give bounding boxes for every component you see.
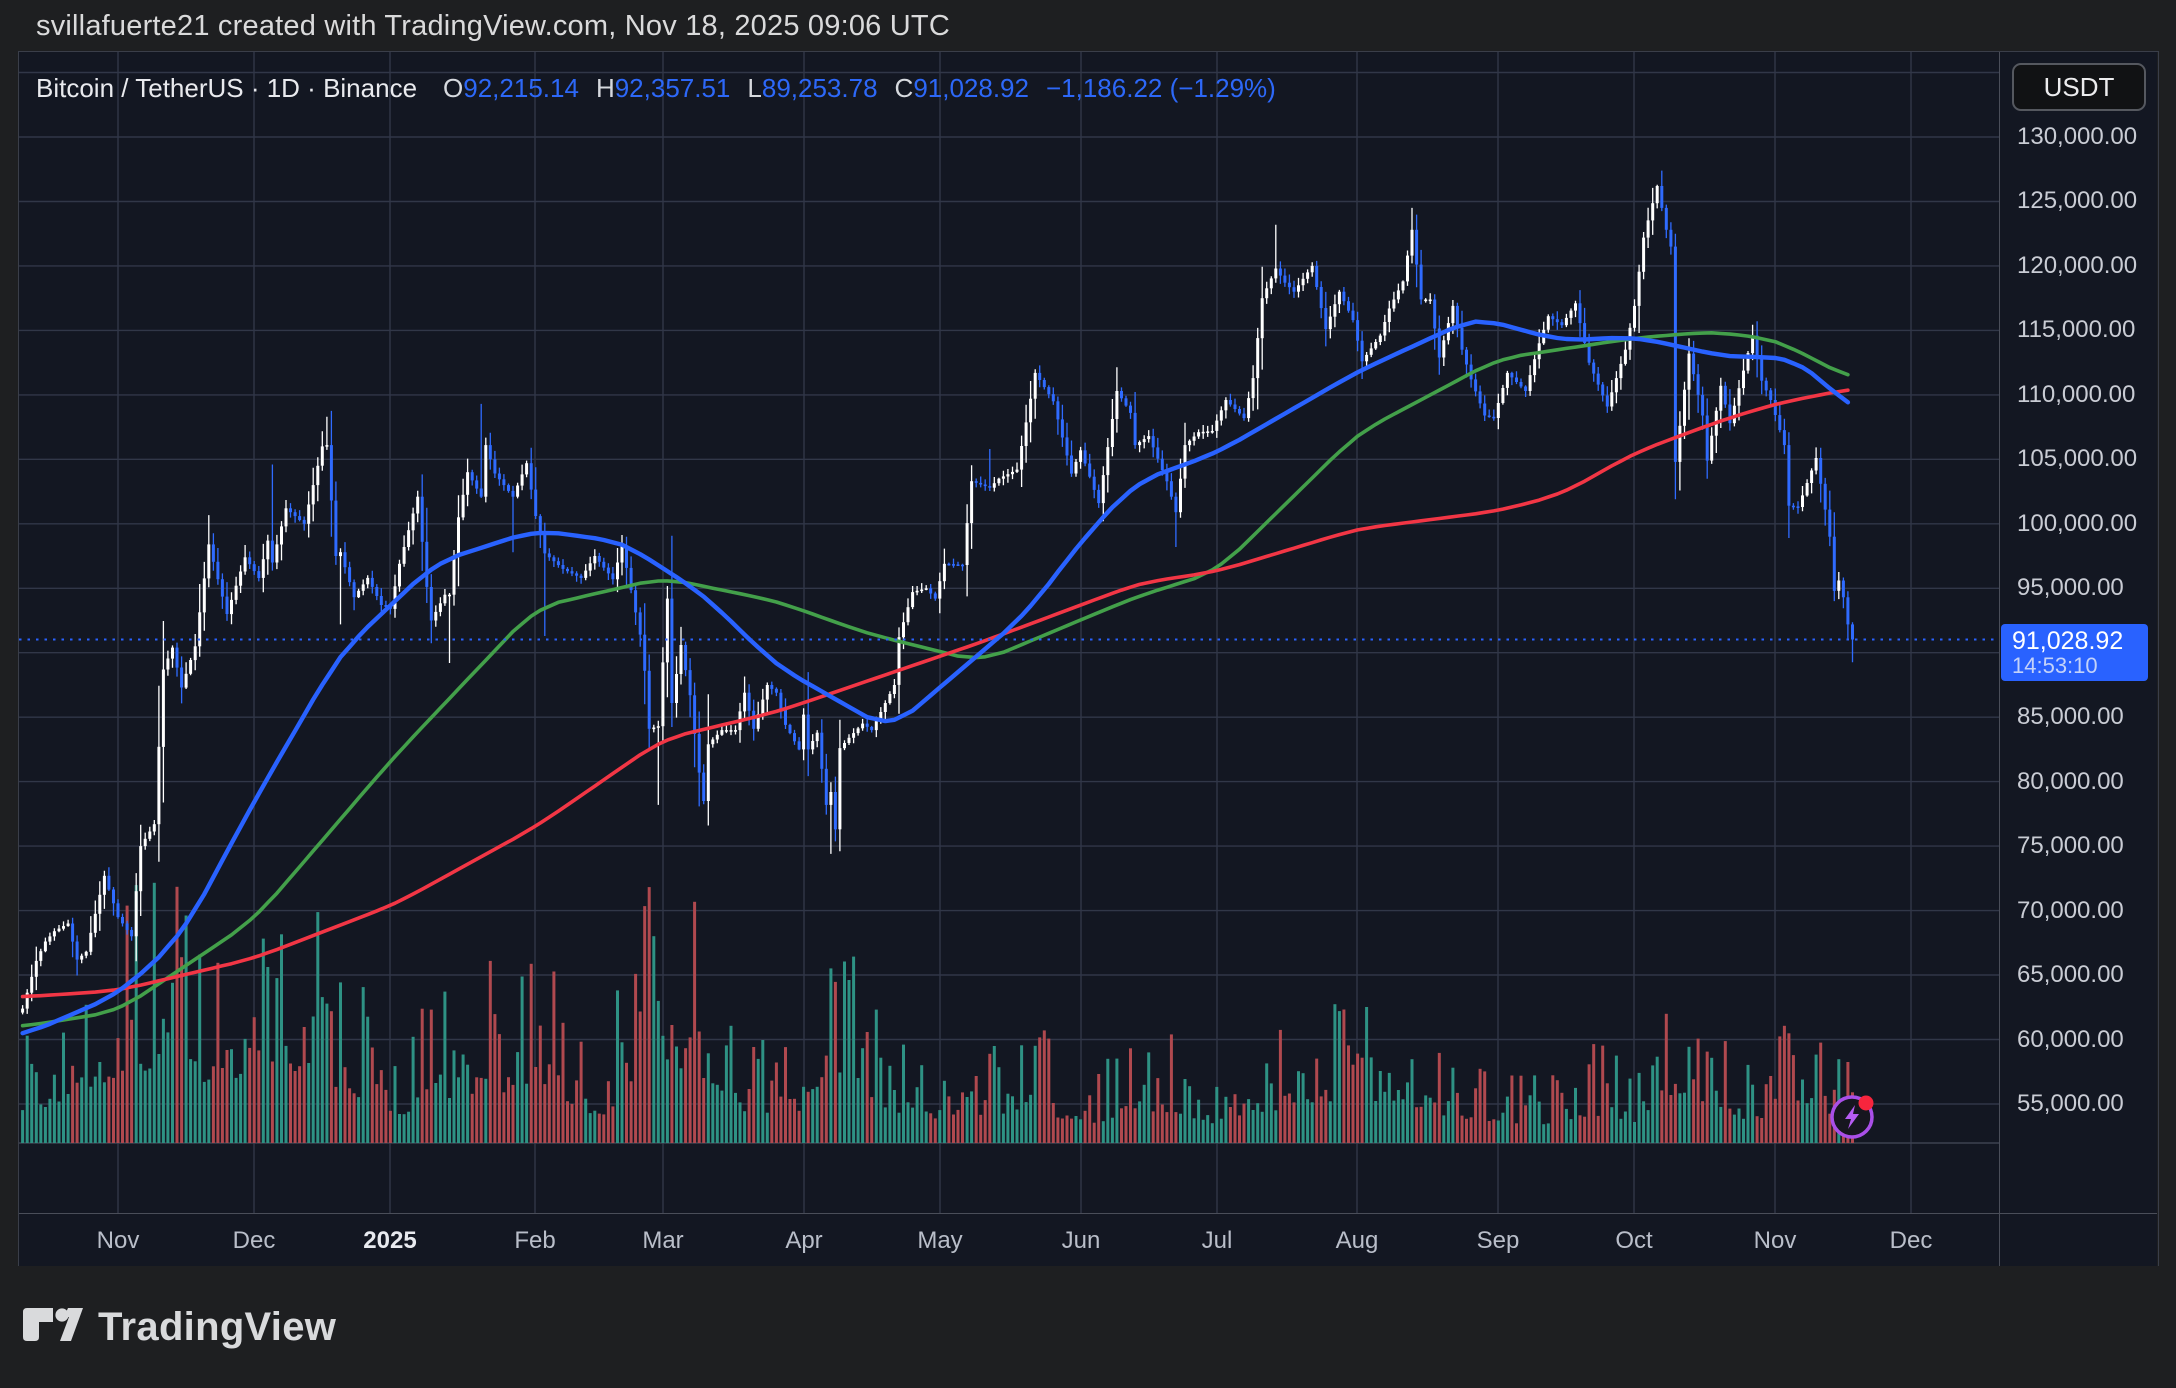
ohlc-item: C91,028.92 <box>894 72 1029 103</box>
price-axis-label: 130,000.00 <box>2017 123 2138 150</box>
price-axis-label: 95,000.00 <box>2017 574 2124 602</box>
bar-countdown: 14:53:10 <box>2012 653 2098 679</box>
price-axis-label: 110,000.00 <box>2017 380 2136 408</box>
attribution-text: svillafuerte21 created with TradingView.… <box>36 9 950 42</box>
time-axis-label: Jul <box>1201 1227 1233 1254</box>
time-axis[interactable]: Nov Dec 2025 Feb Mar Apr May Jun Jul Aug Sep Oct Nov… <box>19 1213 2157 1267</box>
ohlc-item: O92,215.14 <box>443 72 579 103</box>
price-axis-label: 125,000.00 <box>2017 187 2138 215</box>
chart-background <box>19 52 2157 1266</box>
price-axis-label: 100,000.00 <box>2017 509 2138 537</box>
price-axis-label: 55,000.00 <box>2017 1089 2124 1117</box>
price-axis-label: 80,000.00 <box>2017 767 2124 795</box>
change-value: −1,186.22 (−1.29%) <box>1045 72 1276 103</box>
last-price-badge: 91,028.92 14:53:10 <box>2001 624 2148 681</box>
tradingview-wordmark: TradingView <box>98 1304 337 1349</box>
time-axis-label: Apr <box>785 1227 823 1254</box>
last-price-value: 91,028.92 <box>2012 626 2124 655</box>
axis-corner-divider <box>1999 1214 2000 1266</box>
time-axis-label: 2025 <box>363 1227 417 1254</box>
time-axis-label: Mar <box>642 1227 684 1254</box>
price-axis-label: 115,000.00 <box>2017 316 2136 344</box>
time-axis-label: Jun <box>1061 1227 1101 1254</box>
price-axis-label: 85,000.00 <box>2017 703 2124 731</box>
time-axis-label: Aug <box>1335 1227 1379 1254</box>
price-axis-label: 105,000.00 <box>2017 445 2138 473</box>
symbol-title: Bitcoin / TetherUS · 1D · Binance <box>36 72 418 103</box>
time-axis-label: May <box>917 1227 963 1254</box>
time-axis-label: Sep <box>1476 1227 1520 1254</box>
price-axis[interactable]: USDT 91,028.92 14:53:10 130,000.00 125,00… <box>1999 52 2157 1266</box>
price-axis-label: 65,000.00 <box>2017 961 2124 989</box>
quick-trade-icon[interactable] <box>1830 1095 1874 1139</box>
price-chart-canvas[interactable] <box>19 52 1999 1213</box>
price-axis-label: 120,000.00 <box>2017 251 2138 279</box>
time-axis-label: Oct <box>1615 1227 1653 1254</box>
price-axis-label: 75,000.00 <box>2017 832 2124 860</box>
time-axis-label: Nov <box>96 1227 140 1254</box>
currency-toggle-button[interactable]: USDT <box>2012 63 2146 111</box>
attribution-bar: svillafuerte21 created with TradingView.… <box>0 0 2176 52</box>
time-axis-label: Feb <box>514 1227 556 1254</box>
price-axis-label: 60,000.00 <box>2017 1025 2124 1053</box>
price-axis-label: 70,000.00 <box>2017 896 2124 924</box>
footer-bar: TradingView <box>0 1266 2176 1388</box>
ohlc-item: H92,357.51 <box>595 72 731 103</box>
time-axis-label: Dec <box>1889 1227 1933 1254</box>
symbol-legend[interactable]: Bitcoin / TetherUS · 1D · Binance O92,21… <box>36 72 1276 104</box>
ohlc-item: L89,253.78 <box>747 72 878 103</box>
ohlc-values: O92,215.14 H92,357.51 L89,253.78 C91,028.92 <box>443 73 1046 104</box>
time-axis-label: Nov <box>1753 1227 1797 1254</box>
tradingview-logo-icon <box>23 1308 83 1341</box>
time-axis-label: Dec <box>232 1227 276 1254</box>
